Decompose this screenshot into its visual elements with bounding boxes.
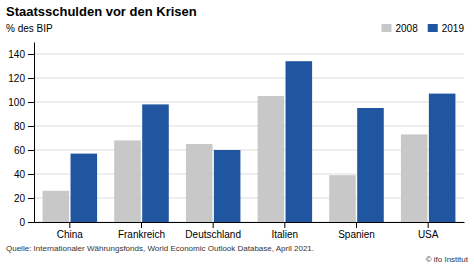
y-tick-label: 60 xyxy=(14,145,26,156)
y-tick-mark xyxy=(28,54,34,55)
y-axis-line xyxy=(34,43,35,223)
x-tick: Spanien xyxy=(338,222,375,240)
bar xyxy=(286,61,313,222)
y-tick: 120 xyxy=(8,73,34,84)
x-tick: Italien xyxy=(271,222,298,240)
legend: 2008 2019 xyxy=(382,23,465,34)
y-tick: 80 xyxy=(14,121,34,132)
x-tick-label: USA xyxy=(418,229,439,240)
x-tick-label: Frankreich xyxy=(118,229,165,240)
legend-swatch xyxy=(428,24,438,32)
chart: Staatsschulden vor den Krisen 0 20 40 60 80 10… xyxy=(0,0,474,266)
x-axis-line xyxy=(35,222,465,223)
y-tick-label: 20 xyxy=(14,193,26,204)
y-tick-label: 80 xyxy=(14,121,26,132)
y-label: % des BIP xyxy=(6,23,53,34)
y-tick-label: 40 xyxy=(14,169,26,180)
bar xyxy=(429,94,456,222)
y-tick-mark xyxy=(28,150,34,151)
y-tick: 100 xyxy=(8,97,34,108)
y-tick-mark xyxy=(28,126,34,127)
bars xyxy=(43,61,456,222)
x-tick-label: Spanien xyxy=(338,229,375,240)
grid-line xyxy=(34,174,464,175)
grid-line xyxy=(34,78,464,79)
y-tick: 140 xyxy=(8,49,34,60)
x-tick: Deutschland xyxy=(185,222,241,240)
y-tick-mark xyxy=(28,174,34,175)
bar xyxy=(329,175,356,222)
bar xyxy=(357,108,384,222)
y-tick-mark xyxy=(28,78,34,79)
grid-line xyxy=(34,198,464,199)
y-tick-label: 140 xyxy=(8,49,25,60)
x-tick: USA xyxy=(418,222,439,240)
grid-line xyxy=(34,126,464,127)
bar-series xyxy=(43,96,428,222)
y-tick-mark xyxy=(28,198,34,199)
bar xyxy=(142,104,169,222)
x-tick-mark xyxy=(284,222,285,228)
bar xyxy=(43,191,70,222)
grid-line xyxy=(34,222,464,223)
grid xyxy=(34,54,464,222)
x-tick-label: China xyxy=(57,229,84,240)
bar xyxy=(258,96,285,222)
bar-series xyxy=(71,61,456,222)
y-tick-label: 120 xyxy=(8,73,25,84)
y-tick-mark xyxy=(28,222,34,223)
x-tick-label: Deutschland xyxy=(185,229,241,240)
credit: © ifo Institut xyxy=(426,255,469,264)
y-tick-label: 100 xyxy=(8,97,25,108)
x-tick-mark xyxy=(141,222,142,228)
legend-label: 2019 xyxy=(442,23,465,34)
x-tick-label: Italien xyxy=(271,229,298,240)
grid-line xyxy=(34,150,464,151)
footnote: Quelle: Internationaler Währungsfonds, W… xyxy=(6,244,314,253)
y-tick: 60 xyxy=(14,145,34,156)
bar xyxy=(214,150,241,222)
x-tick-mark xyxy=(69,222,70,228)
x-tick: China xyxy=(57,222,84,240)
y-tick-label: 0 xyxy=(19,217,25,228)
legend-item: 2019 xyxy=(428,23,465,34)
grid-line xyxy=(34,54,464,55)
x-axis: China Frankreich Deutschland Italien Spanien… xyxy=(35,222,465,240)
bar xyxy=(71,154,98,222)
x-tick-mark xyxy=(213,222,214,228)
legend-swatch xyxy=(382,24,392,32)
bar xyxy=(401,134,428,222)
legend-label: 2008 xyxy=(396,23,419,34)
x-tick-mark xyxy=(428,222,429,228)
y-tick-mark xyxy=(28,102,34,103)
bar xyxy=(186,144,213,222)
title: Staatsschulden vor den Krisen xyxy=(6,4,197,19)
x-tick: Frankreich xyxy=(118,222,165,240)
y-tick: 0 xyxy=(19,217,34,228)
bar xyxy=(114,140,141,222)
legend-item: 2008 xyxy=(382,23,419,34)
x-tick-mark xyxy=(356,222,357,228)
y-tick: 20 xyxy=(14,193,34,204)
y-axis: 0 20 40 60 80 100 120 140 xyxy=(8,43,34,228)
grid-line xyxy=(34,102,464,103)
y-tick: 40 xyxy=(14,169,34,180)
